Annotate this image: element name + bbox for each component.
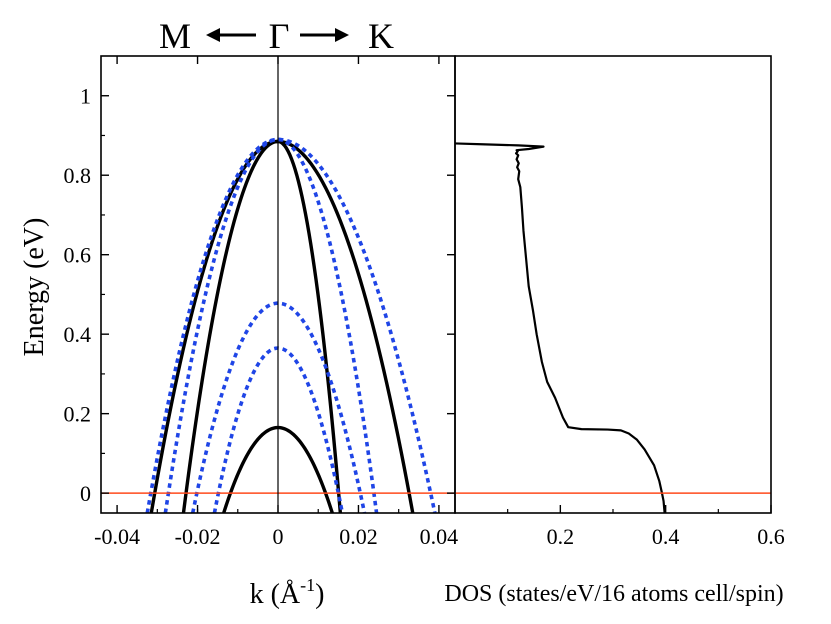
direction-label-m: M: [159, 16, 191, 56]
band-x-axis-title-superscript: -1: [300, 575, 315, 595]
arrow-right-icon: [300, 28, 349, 42]
direction-label-gamma: Γ: [269, 16, 290, 56]
band-x-tick-label: -0.02: [175, 524, 221, 549]
band-x-tick-label: 0: [273, 524, 284, 549]
band-x-ticks: -0.04 -0.02 0 0.02 0.04: [94, 56, 458, 549]
band-dotted-second: [163, 137, 379, 514]
band-x-axis-title-main: k (Å: [250, 579, 301, 610]
direction-label-k: K: [368, 16, 394, 56]
band-x-tick-label: 0.02: [339, 524, 378, 549]
dos-x-ticks: 0.2 0.4 0.6: [507, 505, 785, 549]
band-y-tick-label: 0.2: [64, 402, 92, 427]
band-y-tick-label: 0.4: [64, 322, 92, 347]
band-x-axis-title: k (Å-1): [250, 575, 325, 610]
band-y-tick-label: 0.6: [64, 243, 92, 268]
band-dotted-outer: [145, 137, 437, 514]
band-y-tick-label: 0.8: [64, 163, 92, 188]
arrow-left-icon: [206, 28, 256, 42]
band-x-tick-label: -0.04: [94, 524, 140, 549]
dos-x-tick-label: 0.4: [652, 524, 680, 549]
band-structure-panel: -0.04 -0.02 0 0.02 0.04 0 0.2 0.4 0.6 0.8 1: [64, 55, 458, 549]
band-solid-middle: [181, 139, 343, 514]
dos-panel: 0.2 0.4 0.6: [454, 55, 785, 549]
band-dotted-upper-small: [190, 301, 367, 514]
direction-labels: M Γ K: [159, 16, 394, 56]
band-x-tick-label: 0.04: [420, 524, 459, 549]
dos-x-tick-label: 0.6: [757, 524, 785, 549]
dos-plot-frame: [454, 55, 772, 514]
band-y-axis-title: Energy (eV): [19, 218, 50, 357]
band-curves: [145, 137, 437, 514]
band-y-tick-label: 0: [80, 481, 91, 506]
dos-x-tick-label: 0.2: [547, 524, 575, 549]
dos-curve: [454, 142, 666, 514]
band-x-axis-title-suffix: ): [315, 579, 324, 610]
band-y-tick-label: 1: [80, 84, 91, 109]
band-y-ticks: 0 0.2 0.4 0.6 0.8 1: [64, 84, 455, 506]
dos-x-axis-title: DOS (states/eV/16 atoms cell/spin): [444, 581, 783, 607]
